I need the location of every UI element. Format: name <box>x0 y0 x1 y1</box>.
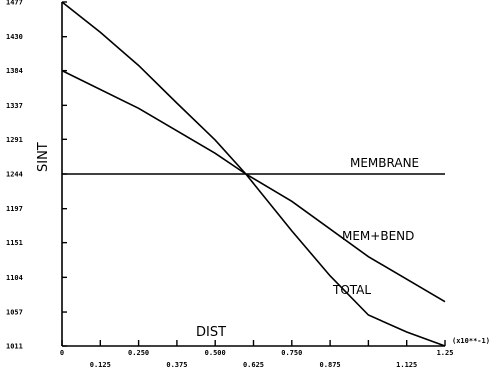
x-tick-label: 0.500 <box>205 349 226 357</box>
y-tick-label: 1011 <box>6 343 23 351</box>
x-axis-label: DIST <box>196 325 226 340</box>
x-tick-label: 0.125 <box>90 361 111 369</box>
y-tick-label: 1197 <box>6 205 23 213</box>
y-tick-label: 1104 <box>6 274 23 282</box>
series-label-total: TOTAL <box>332 283 371 297</box>
y-axis-label: SINT <box>36 142 51 172</box>
series-line-mem-bend <box>61 69 446 303</box>
y-tick-label: 1057 <box>6 309 23 317</box>
y-tick-label: 1151 <box>6 239 23 247</box>
x-tick-label: 0 <box>60 349 64 357</box>
y-tick-label: 1430 <box>6 33 23 41</box>
series-label-mem-bend: MEM+BEND <box>342 229 414 243</box>
x-tick-label: 0.375 <box>166 361 187 369</box>
x-axis-multiplier-label: (x10**-1) <box>452 337 490 345</box>
y-axis-ticks: 1011 1057 1104 1151 1197 1244 1291 1337 1384 1430… <box>6 0 67 351</box>
x-tick-label: 0.250 <box>128 349 149 357</box>
x-tick-label: 0.750 <box>281 349 302 357</box>
x-tick-label: 0.625 <box>243 361 264 369</box>
x-axis-ticks: 0 0.125 0.250 0.375 0.500 0.625 0.750 0.875 1.12… <box>60 340 454 369</box>
x-tick-label: 1.125 <box>396 361 417 369</box>
y-tick-label: 1291 <box>6 136 23 144</box>
y-tick-label: 1477 <box>6 0 23 7</box>
y-tick-label: 1384 <box>6 67 23 75</box>
series-label-membrane: MEMBRANE <box>350 156 419 170</box>
x-tick-label: 1.25 <box>437 349 454 357</box>
series-line-total <box>61 1 446 347</box>
x-tick-label: 0.875 <box>320 361 341 369</box>
y-tick-label: 1244 <box>6 171 23 179</box>
chart-labels: SINT DIST (x10**-1) MEMBRANE MEM+BEND TO… <box>36 142 490 345</box>
series-lines <box>61 1 446 347</box>
y-tick-label: 1337 <box>6 102 23 110</box>
